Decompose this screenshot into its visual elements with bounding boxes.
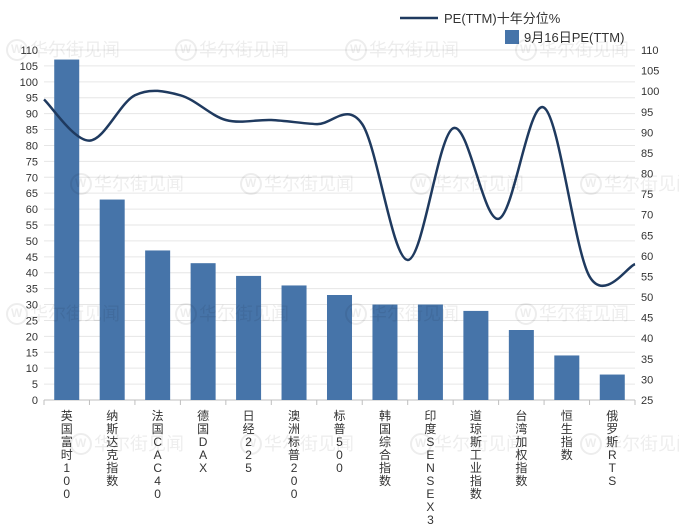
svg-text:70: 70	[26, 172, 38, 184]
svg-text:40: 40	[641, 333, 653, 345]
svg-text:65: 65	[641, 230, 653, 242]
svg-text:30: 30	[26, 300, 38, 312]
bar	[463, 311, 488, 400]
bar	[100, 200, 125, 400]
bar	[282, 285, 307, 400]
category-label: 韩国综合指数	[379, 408, 391, 488]
svg-text:30: 30	[641, 374, 653, 386]
bar	[145, 250, 170, 400]
svg-text:85: 85	[26, 125, 38, 137]
svg-text:110: 110	[20, 45, 38, 57]
svg-text:20: 20	[26, 331, 38, 343]
bar	[327, 295, 352, 400]
svg-text:0: 0	[32, 395, 38, 407]
category-label: 印度SENSEX30	[424, 409, 436, 526]
svg-text:10: 10	[26, 363, 38, 375]
svg-text:45: 45	[641, 313, 653, 325]
svg-text:105: 105	[20, 61, 38, 73]
svg-text:55: 55	[641, 271, 653, 283]
pe-chart: 0 5 10 15 20 25 30 35 40 45 50 55 60 65 70 75 80 85 90 95 10…	[0, 0, 679, 526]
bar	[600, 375, 625, 400]
category-label: 英国富时100	[61, 409, 73, 501]
svg-text:50: 50	[641, 292, 653, 304]
svg-text:5: 5	[32, 379, 38, 391]
svg-text:95: 95	[26, 93, 38, 105]
bar	[54, 60, 79, 400]
svg-text:15: 15	[26, 347, 38, 359]
svg-text:40: 40	[26, 268, 38, 280]
svg-text:105: 105	[641, 66, 659, 78]
svg-text:35: 35	[26, 284, 38, 296]
svg-text:80: 80	[641, 169, 653, 181]
bar	[191, 263, 216, 400]
category-label: 标普500	[333, 409, 345, 475]
svg-text:65: 65	[26, 188, 38, 200]
svg-text:25: 25	[641, 395, 653, 407]
svg-text:45: 45	[26, 252, 38, 264]
svg-text:55: 55	[26, 220, 38, 232]
category-label: 台湾加权指数	[515, 408, 527, 488]
svg-text:50: 50	[26, 236, 38, 248]
svg-text:110: 110	[641, 45, 659, 57]
svg-text:80: 80	[26, 140, 38, 152]
svg-text:75: 75	[641, 189, 653, 201]
bar	[372, 305, 397, 400]
bar	[554, 355, 579, 400]
svg-text:60: 60	[641, 251, 653, 263]
category-label: 德国DAX	[197, 408, 209, 475]
svg-text:75: 75	[26, 156, 38, 168]
svg-text:60: 60	[26, 204, 38, 216]
svg-text:100: 100	[20, 77, 38, 89]
legend-line-label: PE(TTM)十年分位%	[444, 11, 561, 26]
svg-text:95: 95	[641, 107, 653, 119]
category-label: 日经225	[243, 409, 255, 475]
svg-text:100: 100	[641, 86, 659, 98]
svg-text:90: 90	[26, 109, 38, 121]
svg-text:25: 25	[26, 315, 38, 327]
category-label: 恒生指数	[561, 409, 573, 462]
bar	[509, 330, 534, 400]
bar	[236, 276, 261, 400]
svg-text:85: 85	[641, 148, 653, 160]
category-label: 俄罗斯RTS	[606, 409, 618, 488]
svg-text:90: 90	[641, 127, 653, 139]
category-label: 澳洲标普200	[288, 409, 300, 501]
category-label: 纳斯达克指数	[106, 409, 118, 488]
bar	[418, 305, 443, 400]
svg-text:35: 35	[641, 354, 653, 366]
category-label: 道琼斯工业指数	[470, 409, 482, 501]
legend-bar-label: 9月16日PE(TTM)	[524, 30, 624, 45]
svg-text:70: 70	[641, 210, 653, 222]
category-label: 法国CAC40	[152, 409, 164, 501]
